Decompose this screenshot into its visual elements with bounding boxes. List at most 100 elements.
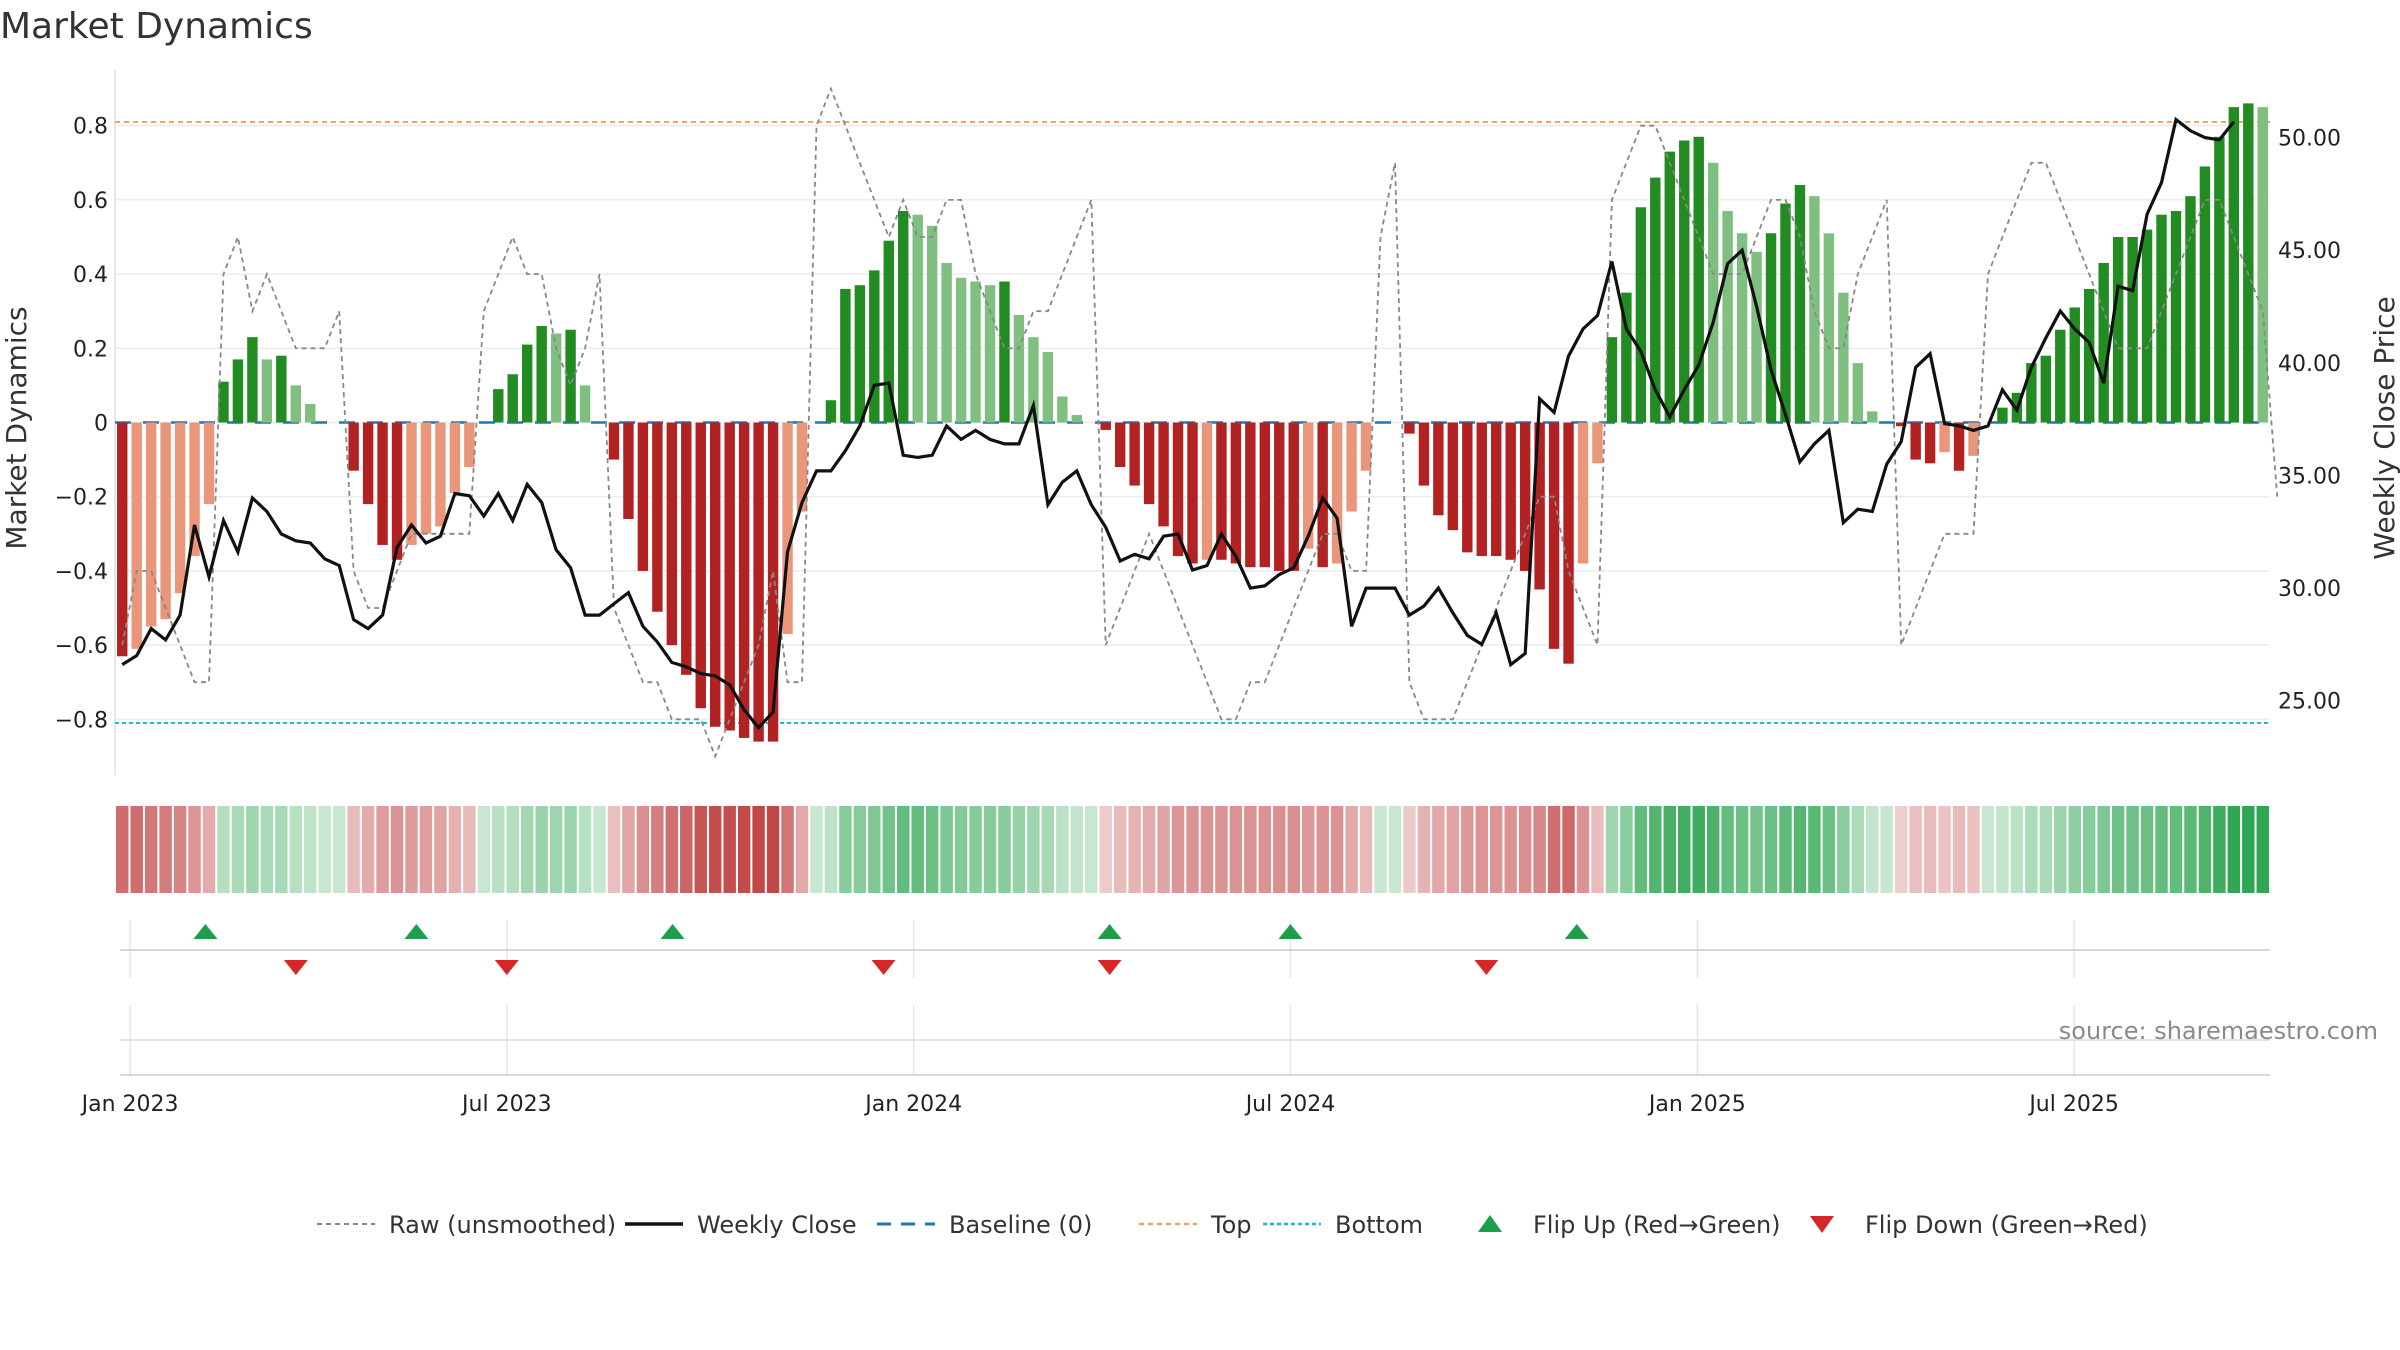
bar [1534,422,1545,590]
heat-cell [1229,806,1243,893]
bar [1606,337,1618,423]
heat-cell [2126,806,2139,893]
bar [2170,211,2182,423]
bar [1201,422,1213,560]
bar [203,422,215,505]
bar [782,422,793,634]
bar [1780,203,1791,423]
bar [1476,422,1487,557]
bar [2141,229,2153,423]
bar [1794,185,1806,423]
flip-down-marker [494,960,519,975]
heat-cell [1489,806,1503,893]
heat-cell [1128,806,1141,893]
bar [1765,233,1777,423]
heat-cell [810,806,823,893]
x-tick-label: Jan 2025 [1647,1092,1746,1117]
heat-cell [1475,806,1488,893]
bar [955,277,967,423]
heat-cell [1547,806,1561,893]
left-tick-label: −0.2 [55,486,108,511]
heat-cell [1923,806,1937,893]
legend-item-baseline: Baseline (0) [877,1211,1092,1239]
heat-cell [1258,806,1272,893]
bar [623,422,634,519]
bar [2040,355,2052,423]
bar [1158,422,1169,527]
bar [898,211,909,423]
legend-label: Baseline (0) [949,1211,1092,1239]
heat-cell [1186,806,1199,893]
heat-cell [1764,806,1778,893]
heat-cell [1330,806,1344,893]
bar [608,422,620,460]
bar [1679,140,1690,423]
bar [1809,196,1820,423]
bar [1317,422,1328,568]
heat-cell [2025,806,2038,893]
heat-cell [1403,806,1416,893]
bar [464,422,475,468]
bar [377,422,388,545]
bar [666,422,678,646]
heat-cell [911,806,924,893]
heat-cell [1461,806,1474,893]
bar [1288,422,1299,571]
bar [970,281,981,423]
heat-cell [665,806,679,893]
bar [1447,422,1459,531]
bar [1042,352,1054,423]
bar [1505,422,1516,560]
bar [941,262,952,423]
heat-cell [1851,806,1865,893]
bar [1838,292,1849,423]
bar [695,422,706,709]
heat-cell [405,806,418,893]
heat-cell [1446,806,1460,893]
legend-label: Raw (unsmoothed) [389,1211,616,1239]
bar [1346,422,1357,512]
heat-cell [130,806,143,893]
heat-cell [1938,806,1951,893]
heat-cell [607,806,621,893]
heat-cell [752,806,765,893]
heat-cell [549,806,563,893]
bar [160,422,171,620]
heat-cell [983,806,997,893]
heat-cell [289,806,303,893]
heat-cell [564,806,577,893]
heat-cell [1880,806,1893,893]
heat-cell [231,806,245,893]
bar [2127,236,2138,423]
legend-label: Weekly Close [697,1211,857,1239]
bar [189,422,200,557]
heat-cell [1576,806,1590,893]
left-tick-label: 0.6 [73,189,108,214]
bar [883,240,894,423]
source-credit: source: sharemaestro.com [2059,1017,2378,1045]
flip-up-marker [193,924,218,939]
bar [1924,422,1936,464]
bar [1548,422,1560,649]
bar [1057,396,1068,423]
heat-cell [1822,806,1836,893]
heat-cell [723,806,736,893]
bar [1129,422,1140,486]
heat-cell [824,806,838,893]
heat-cell [173,806,187,893]
bar [131,422,142,649]
heat-cell [376,806,389,893]
flip-down-marker [283,960,308,975]
bar [2112,236,2124,423]
bar [926,225,938,423]
heat-cell [2169,806,2183,893]
heat-cell [1649,806,1662,893]
bar [247,337,258,423]
left-tick-label: −0.6 [55,634,108,659]
heat-strip [116,806,2269,893]
bar [854,285,866,423]
bar [1100,422,1111,430]
heat-cell [1041,806,1055,893]
bar [825,400,837,423]
bar [1736,233,1748,423]
